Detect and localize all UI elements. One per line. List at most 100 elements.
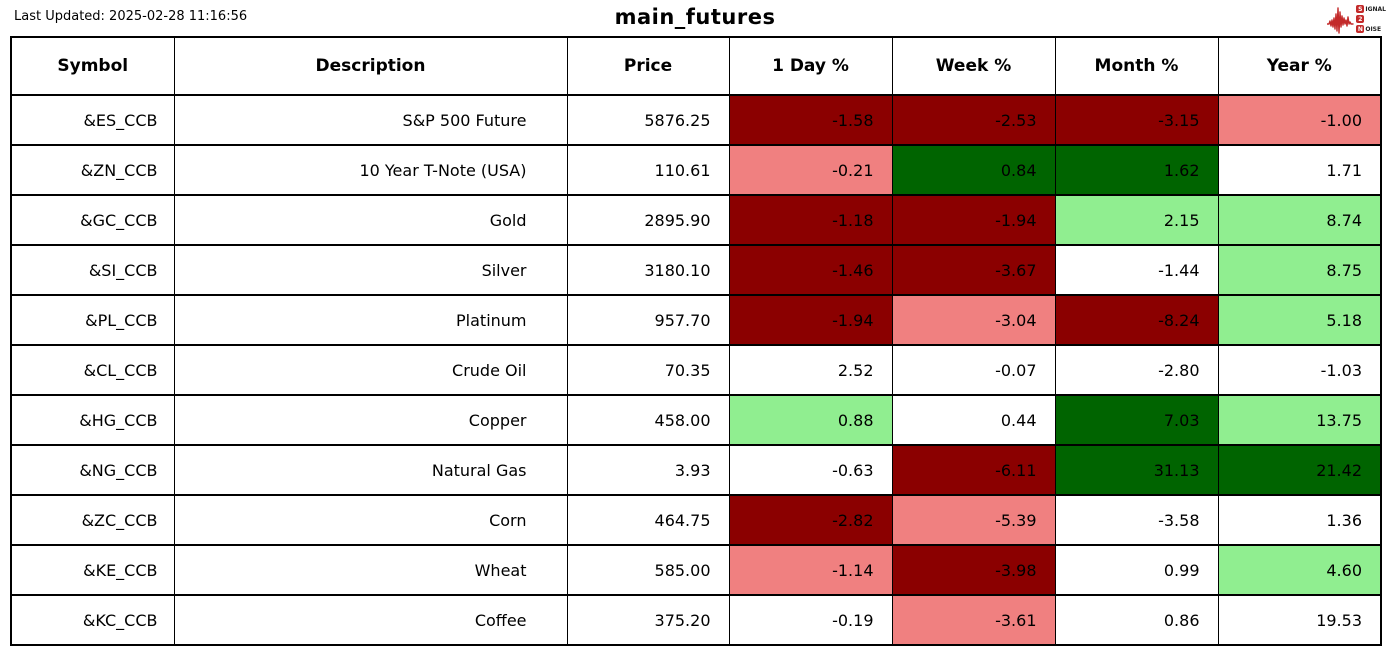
cell-symbol: &PL_CCB xyxy=(10,294,175,346)
table-row: &ZC_CCB Corn 464.75 -2.82 -5.39 -3.58 1.36 xyxy=(10,494,1382,546)
logo-line-signal: S IGNAL xyxy=(1356,4,1386,14)
cell-description: Silver xyxy=(173,244,568,296)
table-row: &PL_CCB Platinum 957.70 -1.94 -3.04 -8.24 5.18 xyxy=(10,294,1382,346)
cell-price: 585.00 xyxy=(566,544,730,596)
cell-symbol: &ZN_CCB xyxy=(10,144,175,196)
table-row: &HG_CCB Copper 458.00 0.88 0.44 7.03 13.75 xyxy=(10,394,1382,446)
cell-description: 10 Year T-Note (USA) xyxy=(173,144,568,196)
signal2noise-logo: S IGNAL 2 N OISE xyxy=(1327,3,1386,35)
cell-pct: 0.88 xyxy=(728,394,893,446)
cell-description: Corn xyxy=(173,494,568,546)
cell-pct: 0.44 xyxy=(891,394,1056,446)
cell-pct: -0.07 xyxy=(891,344,1056,396)
cell-symbol: &KE_CCB xyxy=(10,544,175,596)
cell-price: 464.75 xyxy=(566,494,730,546)
cell-pct: -3.61 xyxy=(891,594,1056,646)
cell-pct: -6.11 xyxy=(891,444,1056,496)
cell-symbol: &SI_CCB xyxy=(10,244,175,296)
cell-symbol: &HG_CCB xyxy=(10,394,175,446)
cell-price: 110.61 xyxy=(566,144,730,196)
cell-pct: -1.94 xyxy=(891,194,1056,246)
cell-pct: -3.67 xyxy=(891,244,1056,296)
cell-symbol: &NG_CCB xyxy=(10,444,175,496)
cell-pct: 2.15 xyxy=(1054,194,1219,246)
cell-pct: 0.86 xyxy=(1054,594,1219,646)
cell-price: 375.20 xyxy=(566,594,730,646)
column-header-description: Description xyxy=(173,36,568,96)
cell-symbol: &GC_CCB xyxy=(10,194,175,246)
column-header-price: Price xyxy=(566,36,730,96)
cell-price: 3180.10 xyxy=(566,244,730,296)
cell-pct: -8.24 xyxy=(1054,294,1219,346)
cell-pct: -1.00 xyxy=(1217,94,1382,146)
logo-badge-s: S xyxy=(1356,5,1365,13)
cell-symbol: &KC_CCB xyxy=(10,594,175,646)
futures-table: Symbol Description Price 1 Day % Week % Month… xyxy=(10,36,1382,646)
table-row: &NG_CCB Natural Gas 3.93 -0.63 -6.11 31.13 21.… xyxy=(10,444,1382,496)
cell-pct: -0.21 xyxy=(728,144,893,196)
cell-pct: 0.84 xyxy=(891,144,1056,196)
table-header-row: Symbol Description Price 1 Day % Week % Month… xyxy=(10,36,1382,96)
logo-noise-rest: OISE xyxy=(1365,25,1382,33)
cell-price: 957.70 xyxy=(566,294,730,346)
cell-pct: -2.53 xyxy=(891,94,1056,146)
cell-pct: 1.62 xyxy=(1054,144,1219,196)
logo-text: S IGNAL 2 N OISE xyxy=(1356,4,1386,34)
cell-description: Platinum xyxy=(173,294,568,346)
column-header-month: Month % xyxy=(1054,36,1219,96)
cell-price: 3.93 xyxy=(566,444,730,496)
table-row: &ZN_CCB 10 Year T-Note (USA) 110.61 -0.21 0.… xyxy=(10,144,1382,196)
cell-price: 2895.90 xyxy=(566,194,730,246)
logo-line-noise: N OISE xyxy=(1356,24,1386,34)
cell-pct: -1.03 xyxy=(1217,344,1382,396)
cell-description: Crude Oil xyxy=(173,344,568,396)
cell-pct: -1.44 xyxy=(1054,244,1219,296)
table-row: &GC_CCB Gold 2895.90 -1.18 -1.94 2.15 8.74 xyxy=(10,194,1382,246)
logo-line-2: 2 xyxy=(1356,14,1386,24)
column-header-year: Year % xyxy=(1217,36,1382,96)
cell-pct: -3.58 xyxy=(1054,494,1219,546)
column-header-week: Week % xyxy=(891,36,1056,96)
cell-pct: -1.14 xyxy=(728,544,893,596)
page-title: main_futures xyxy=(614,5,776,29)
table-row: &CL_CCB Crude Oil 70.35 2.52 -0.07 -2.80 -1.03 xyxy=(10,344,1382,396)
cell-pct: -0.63 xyxy=(728,444,893,496)
cell-description: Gold xyxy=(173,194,568,246)
cell-pct: 5.18 xyxy=(1217,294,1382,346)
last-updated-text: Last Updated: 2025-02-28 11:16:56 xyxy=(14,9,248,24)
cell-pct: -2.82 xyxy=(728,494,893,546)
cell-pct: 13.75 xyxy=(1217,394,1382,446)
cell-price: 70.35 xyxy=(566,344,730,396)
table-row: &SI_CCB Silver 3180.10 -1.46 -3.67 -1.44 8.75 xyxy=(10,244,1382,296)
column-header-symbol: Symbol xyxy=(10,36,175,96)
cell-pct: -2.80 xyxy=(1054,344,1219,396)
cell-symbol: &CL_CCB xyxy=(10,344,175,396)
cell-pct: -3.15 xyxy=(1054,94,1219,146)
cell-pct: 0.99 xyxy=(1054,544,1219,596)
cell-symbol: &ZC_CCB xyxy=(10,494,175,546)
cell-pct: 19.53 xyxy=(1217,594,1382,646)
cell-pct: 8.74 xyxy=(1217,194,1382,246)
cell-price: 5876.25 xyxy=(566,94,730,146)
cell-pct: 4.60 xyxy=(1217,544,1382,596)
cell-pct: 7.03 xyxy=(1054,394,1219,446)
cell-pct: 8.75 xyxy=(1217,244,1382,296)
cell-description: Coffee xyxy=(173,594,568,646)
cell-pct: -1.18 xyxy=(728,194,893,246)
cell-pct: -3.98 xyxy=(891,544,1056,596)
cell-pct: 31.13 xyxy=(1054,444,1219,496)
cell-pct: -1.46 xyxy=(728,244,893,296)
table-row: &KC_CCB Coffee 375.20 -0.19 -3.61 0.86 19.53 xyxy=(10,594,1382,646)
cell-pct: -0.19 xyxy=(728,594,893,646)
logo-badge-2: 2 xyxy=(1356,15,1365,23)
cell-pct: 1.36 xyxy=(1217,494,1382,546)
waveform-icon xyxy=(1327,7,1355,34)
cell-pct: 2.52 xyxy=(728,344,893,396)
cell-pct: -5.39 xyxy=(891,494,1056,546)
logo-badge-n: N xyxy=(1356,25,1365,33)
cell-price: 458.00 xyxy=(566,394,730,446)
cell-pct: 1.71 xyxy=(1217,144,1382,196)
cell-description: Copper xyxy=(173,394,568,446)
cell-description: Natural Gas xyxy=(173,444,568,496)
cell-pct: 21.42 xyxy=(1217,444,1382,496)
